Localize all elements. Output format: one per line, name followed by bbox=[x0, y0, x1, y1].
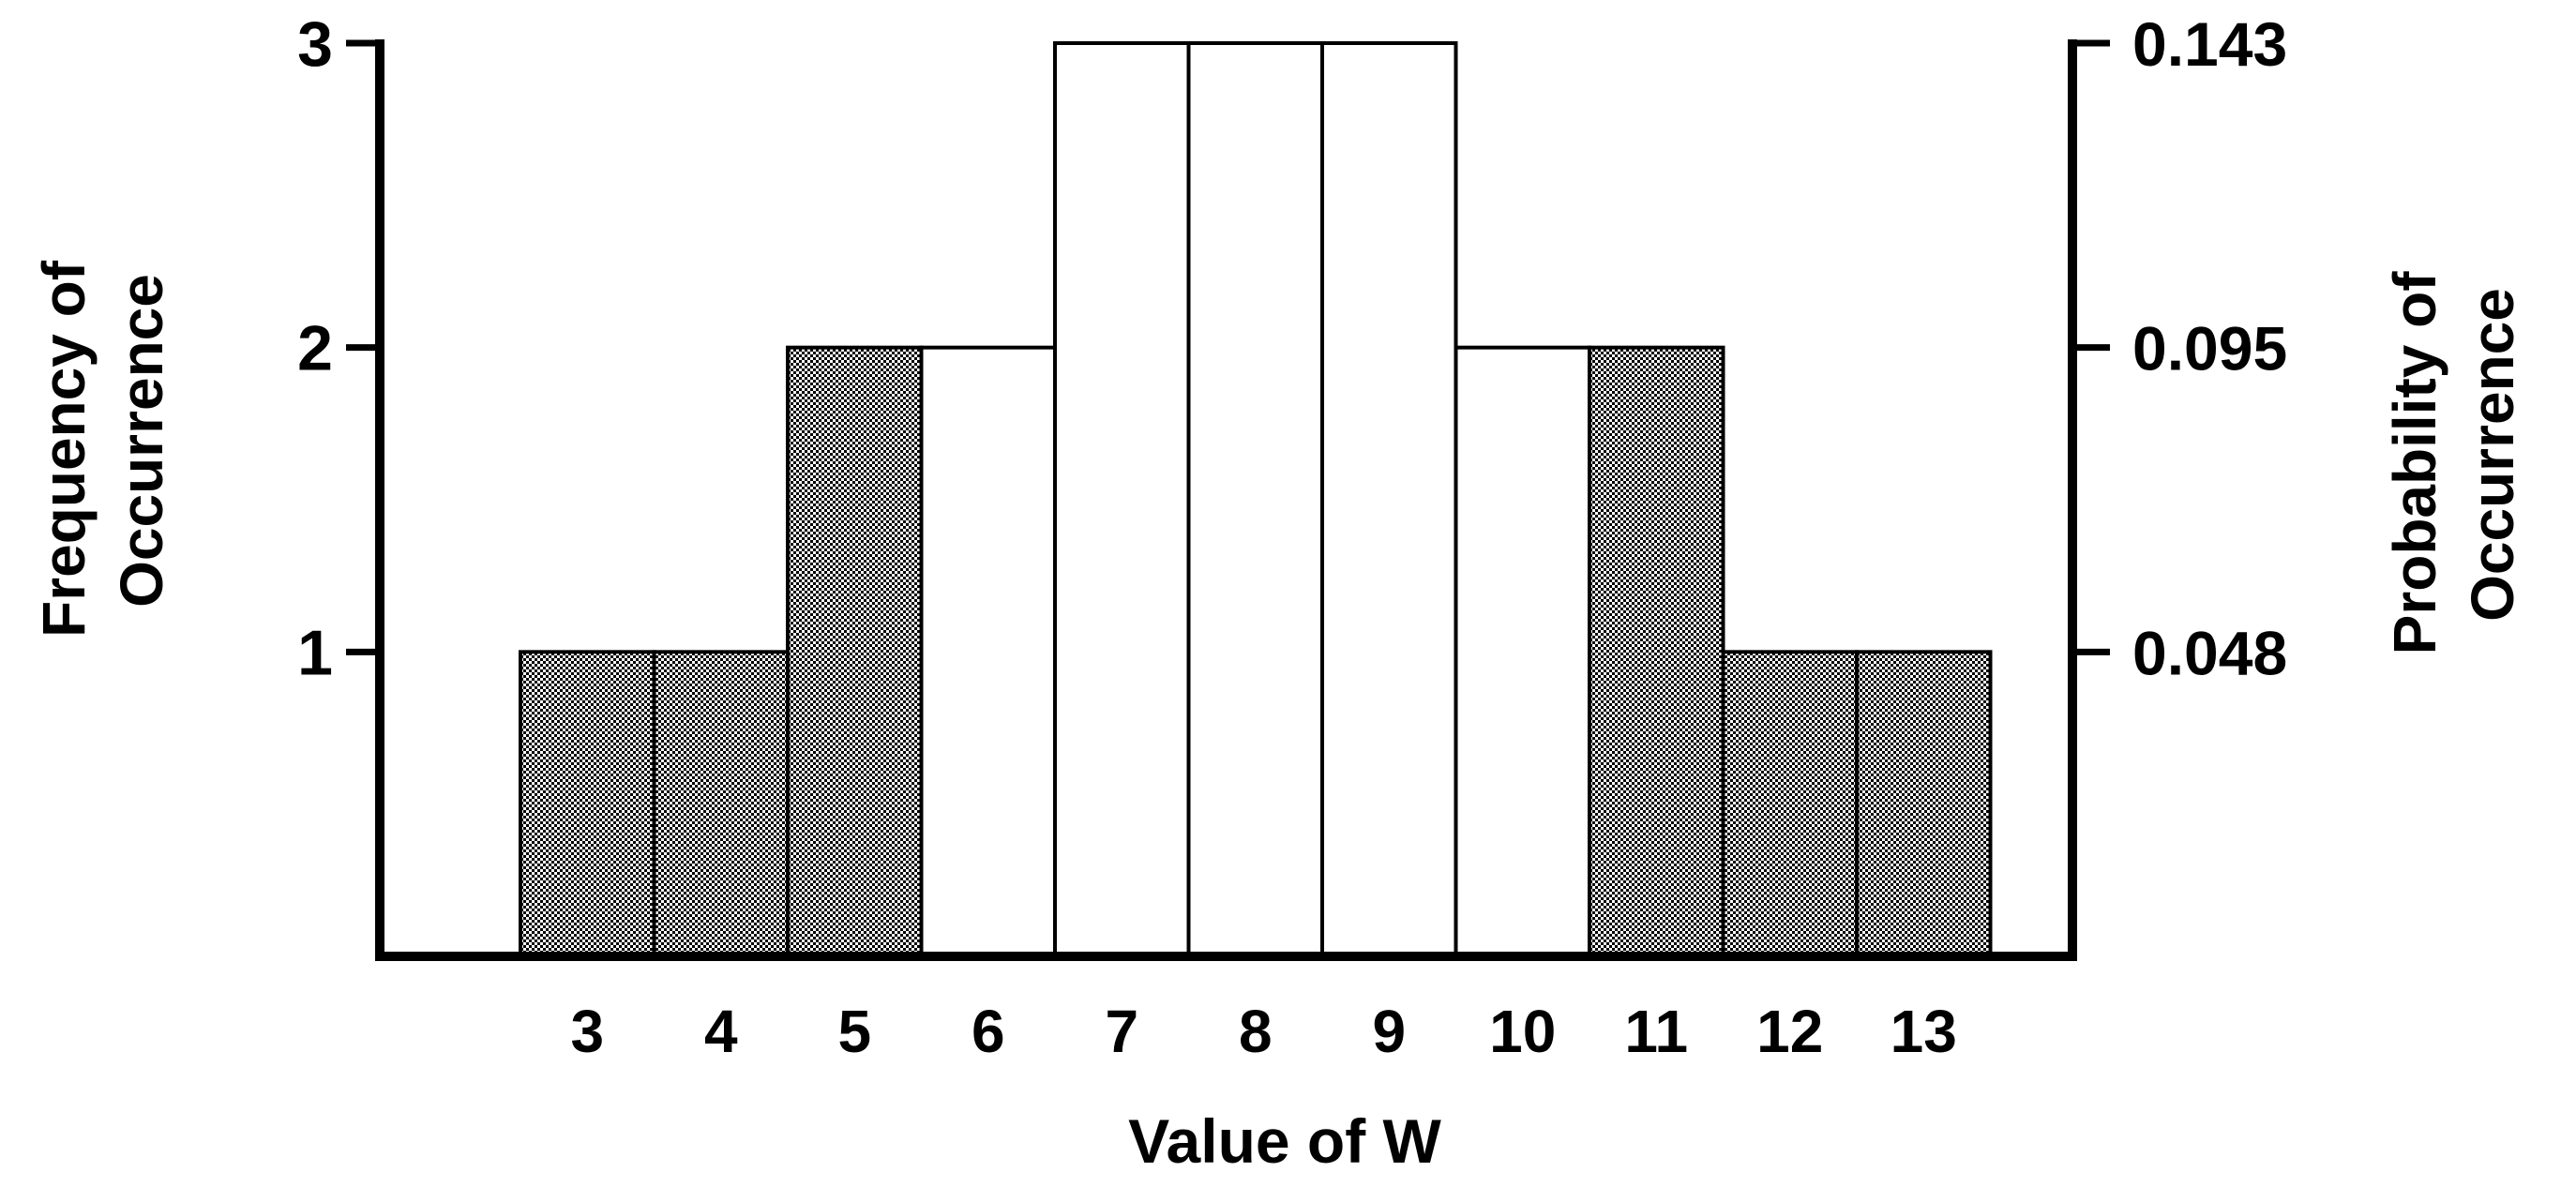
bar-7 bbox=[1053, 41, 1191, 958]
right-tick-label-0.143: 0.143 bbox=[2132, 9, 2287, 79]
bars-group bbox=[519, 41, 1993, 958]
bar-11 bbox=[1588, 345, 1725, 958]
left-axis-title-line-1: Frequency of bbox=[30, 260, 98, 638]
x-tick-label-4: 4 bbox=[704, 998, 738, 1065]
bar-5 bbox=[786, 345, 924, 958]
left-tick-label-3: 3 bbox=[297, 8, 333, 80]
bar-12 bbox=[1721, 650, 1859, 958]
bar-10 bbox=[1454, 345, 1591, 958]
right-axis-title: Probability of Occurrence bbox=[2381, 255, 2526, 655]
bar-4 bbox=[652, 650, 790, 958]
x-tick-label-8: 8 bbox=[1239, 998, 1273, 1065]
left-tick-label-1: 1 bbox=[297, 617, 333, 688]
x-axis-title: Value of W bbox=[1128, 1106, 1441, 1176]
x-tick-label-9: 9 bbox=[1372, 998, 1406, 1065]
x-tick-label-6: 6 bbox=[972, 998, 1005, 1065]
left-ticks-group: 1 2 3 bbox=[297, 8, 380, 688]
bar-9 bbox=[1320, 41, 1458, 958]
bar-13 bbox=[1855, 650, 1993, 958]
left-axis-title: Frequency of Occurrence bbox=[30, 244, 175, 638]
bar-8 bbox=[1186, 41, 1324, 958]
bar-3 bbox=[519, 650, 656, 958]
right-tick-label-0.095: 0.095 bbox=[2132, 314, 2287, 383]
x-tick-labels-group: 3 4 5 6 7 8 9 10 11 12 13 bbox=[570, 998, 1956, 1065]
x-tick-label-10: 10 bbox=[1489, 998, 1556, 1065]
x-tick-label-5: 5 bbox=[837, 998, 871, 1065]
right-axis-title-line-2: Occurrence bbox=[2459, 288, 2526, 622]
right-axis-title-line-1: Probability of bbox=[2381, 271, 2448, 655]
left-tick-label-2: 2 bbox=[297, 313, 333, 384]
left-axis-title-line-2: Occurrence bbox=[108, 274, 175, 608]
bar-6 bbox=[919, 345, 1057, 958]
x-tick-label-11: 11 bbox=[1624, 998, 1688, 1065]
right-ticks-group: 0.048 0.095 0.143 bbox=[2072, 9, 2287, 687]
right-tick-label-0.048: 0.048 bbox=[2132, 618, 2287, 687]
x-tick-label-12: 12 bbox=[1756, 998, 1823, 1065]
x-tick-label-7: 7 bbox=[1105, 998, 1138, 1065]
x-tick-label-13: 13 bbox=[1891, 998, 1957, 1065]
x-tick-label-3: 3 bbox=[570, 998, 604, 1065]
